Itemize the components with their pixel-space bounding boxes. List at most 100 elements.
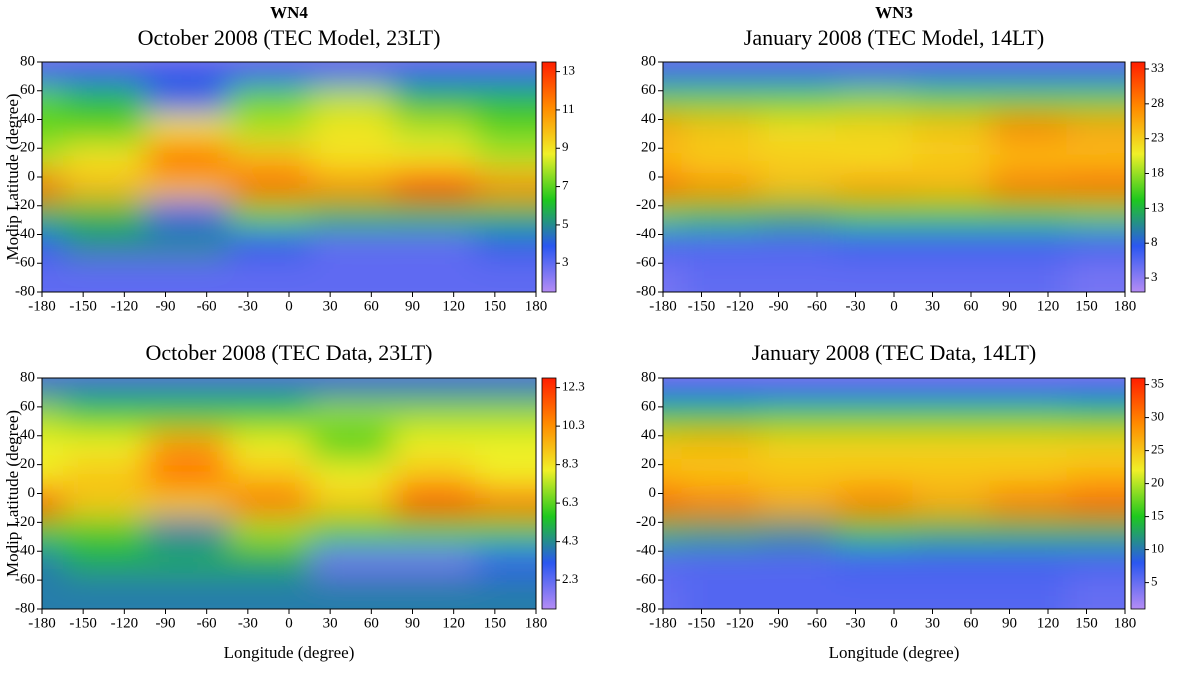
y-tick-label: -60 <box>636 572 656 588</box>
colorbar-tick-label: 25 <box>1151 442 1164 457</box>
y-tick-label: 40 <box>641 111 656 127</box>
x-tick-label: 180 <box>525 298 548 314</box>
colorbar-tick-label: 30 <box>1151 409 1164 424</box>
y-tick-label: -80 <box>636 283 656 299</box>
x-tick-label: 90 <box>1002 615 1017 631</box>
x-tick-label: -150 <box>69 298 97 314</box>
y-tick-label: -80 <box>15 283 35 299</box>
panel-title: October 2008 (TEC Data, 23LT) <box>146 340 433 365</box>
x-axis-label: Longitude (degree) <box>224 643 355 662</box>
colorbar-tick-label: 33 <box>1151 60 1164 75</box>
panel-supertitle: WN4 <box>270 3 308 22</box>
x-tick-label: 180 <box>1114 615 1137 631</box>
y-tick-label: 20 <box>20 456 35 472</box>
y-tick-label: -40 <box>636 543 656 559</box>
heatmap-cell <box>474 257 536 292</box>
colorbar-tick-label: 10 <box>1151 541 1164 556</box>
heatmap-cell <box>1066 257 1125 292</box>
heatmap-layer <box>663 378 1125 609</box>
x-tick-label: 90 <box>405 298 420 314</box>
y-tick-label: 40 <box>20 111 35 127</box>
y-tick-label: 0 <box>28 168 36 184</box>
x-tick-label: -150 <box>688 615 716 631</box>
x-tick-label: 60 <box>964 298 979 314</box>
heatmap-layer <box>42 378 536 609</box>
x-tick-label: -60 <box>197 298 217 314</box>
x-tick-label: -30 <box>238 298 258 314</box>
x-tick-label: 120 <box>442 298 465 314</box>
y-tick-label: -60 <box>636 255 656 271</box>
x-tick-label: -180 <box>649 615 677 631</box>
heatmap-cells <box>42 378 536 609</box>
colorbar <box>1130 377 1146 610</box>
colorbar-tick-label: 10.3 <box>562 417 585 432</box>
y-tick-label: -60 <box>15 572 35 588</box>
y-tick-label: -20 <box>636 197 656 213</box>
colorbar-tick-label: 4.3 <box>562 533 578 548</box>
y-tick-label: 80 <box>20 369 35 385</box>
y-tick-label: -20 <box>15 197 35 213</box>
x-tick-label: -180 <box>28 298 56 314</box>
x-tick-label: 60 <box>364 298 379 314</box>
colorbar-tick-label: 18 <box>1151 164 1164 179</box>
x-tick-label: -90 <box>769 298 789 314</box>
x-tick-label: -120 <box>726 298 754 314</box>
colorbar-tick-label: 13 <box>562 63 575 78</box>
x-tick-label: 150 <box>1075 615 1098 631</box>
y-tick-label: 0 <box>28 485 36 501</box>
heatmap-cells <box>663 378 1125 609</box>
y-tick-label: -40 <box>15 543 35 559</box>
x-tick-label: 0 <box>285 298 293 314</box>
y-tick-label: -60 <box>15 255 35 271</box>
colorbar <box>541 61 557 293</box>
colorbar-tick-label: 23 <box>1151 130 1164 145</box>
colorbar-tick-label: 8.3 <box>562 456 578 471</box>
x-tick-label: -30 <box>238 615 258 631</box>
y-tick-label: -40 <box>15 226 35 242</box>
x-tick-label: -90 <box>156 615 176 631</box>
y-tick-label: 80 <box>20 53 35 69</box>
x-tick-label: -30 <box>846 615 866 631</box>
colorbar-tick-label: 5 <box>562 216 569 231</box>
x-tick-label: -150 <box>688 298 716 314</box>
colorbar-tick-label: 5 <box>1151 574 1158 589</box>
x-tick-label: 90 <box>1002 298 1017 314</box>
x-tick-label: 0 <box>890 298 898 314</box>
x-tick-label: 180 <box>1114 298 1137 314</box>
colorbar-tick-label: 3 <box>1151 269 1158 284</box>
x-tick-label: 0 <box>285 615 293 631</box>
colorbar <box>541 377 557 610</box>
heatmap-cells <box>42 62 536 292</box>
y-tick-label: 40 <box>641 427 656 443</box>
heatmap-layer <box>42 62 536 292</box>
x-tick-label: -60 <box>807 615 827 631</box>
heatmap-cell <box>474 574 536 609</box>
colorbar-tick-label: 2.3 <box>562 571 578 586</box>
y-tick-label: -80 <box>636 600 656 616</box>
x-tick-label: 90 <box>405 615 420 631</box>
x-tick-label: 30 <box>925 615 940 631</box>
x-tick-label: -120 <box>111 615 139 631</box>
panel-title: January 2008 (TEC Model, 14LT) <box>744 25 1044 50</box>
x-tick-label: 120 <box>442 615 465 631</box>
y-tick-label: 40 <box>20 427 35 443</box>
x-tick-label: -150 <box>69 615 97 631</box>
colorbar-tick-label: 20 <box>1151 475 1164 490</box>
y-tick-label: 20 <box>20 140 35 156</box>
x-tick-label: -180 <box>28 615 56 631</box>
x-tick-label: -30 <box>846 298 866 314</box>
y-tick-label: -40 <box>636 226 656 242</box>
colorbar-tick-label: 13 <box>1151 199 1164 214</box>
panel-title: January 2008 (TEC Data, 14LT) <box>752 340 1037 365</box>
x-tick-label: 30 <box>925 298 940 314</box>
colorbar-tick-label: 35 <box>1151 376 1164 391</box>
y-tick-label: 80 <box>641 53 656 69</box>
y-tick-label: 20 <box>641 456 656 472</box>
panel-supertitle: WN3 <box>875 3 913 22</box>
y-tick-label: 20 <box>641 140 656 156</box>
x-tick-label: 120 <box>1037 615 1060 631</box>
colorbar-tick-label: 7 <box>562 178 569 193</box>
x-tick-label: 60 <box>364 615 379 631</box>
x-tick-label: -180 <box>649 298 677 314</box>
